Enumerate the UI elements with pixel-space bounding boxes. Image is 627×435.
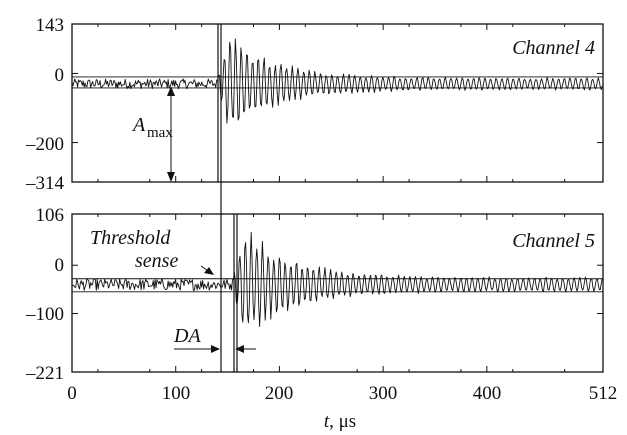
x-axis: 0 100 200 300 400 512 t, μs bbox=[67, 383, 617, 432]
amax-arrow-head-top bbox=[167, 86, 175, 96]
amax-label-main: A bbox=[131, 114, 146, 136]
channel-5-label-name: Channel 5 bbox=[512, 230, 595, 252]
da-annotation: DA bbox=[173, 325, 256, 353]
panel-channel-5: 106 0 –100 –221 Channel 5 Threshold sens… bbox=[25, 205, 604, 384]
channel-4-y-tick-0: 0 bbox=[55, 65, 65, 86]
panel-channel-4-frame bbox=[71, 23, 604, 183]
amax-arrow-head-bottom bbox=[167, 172, 175, 182]
channel-4-y-tick-143: 143 bbox=[36, 15, 65, 36]
amax-label-subscript: max bbox=[147, 125, 173, 141]
amax-annotation: A max bbox=[131, 86, 175, 182]
channel-4-y-tick-minus-314: –314 bbox=[25, 173, 65, 194]
channel-4-label-name: Channel 4 bbox=[512, 37, 595, 59]
da-arrow-left-head bbox=[211, 345, 220, 353]
x-tick-100: 100 bbox=[162, 383, 191, 404]
x-tick-400: 400 bbox=[473, 383, 502, 404]
x-tick-200: 200 bbox=[265, 383, 294, 404]
panel-channel-5-ticks bbox=[71, 213, 604, 373]
x-axis-label-var: t bbox=[324, 411, 330, 432]
threshold-sense-label: sense bbox=[135, 250, 178, 272]
x-tick-0: 0 bbox=[67, 383, 77, 404]
threshold-annotation: Threshold sense bbox=[90, 227, 214, 275]
channel-5-y-tick-0: 0 bbox=[55, 255, 65, 276]
x-tick-512: 512 bbox=[589, 383, 618, 404]
channel-5-label: Channel 5 bbox=[512, 230, 595, 252]
channel-4-y-tick-minus-200: –200 bbox=[25, 134, 64, 155]
channel-5-y-tick-minus-100: –100 bbox=[25, 304, 64, 325]
amax-label: A bbox=[131, 114, 146, 136]
da-arrow-right-head bbox=[235, 345, 244, 353]
panel-channel-4-ticks bbox=[71, 23, 604, 183]
panel-channel-4: 143 0 –200 –314 Channel 4 A max bbox=[25, 15, 604, 194]
x-tick-300: 300 bbox=[369, 383, 398, 404]
threshold-label: Threshold bbox=[90, 227, 171, 249]
panel-channel-5-frame bbox=[71, 213, 604, 373]
channel-5-signal-trace bbox=[71, 231, 603, 327]
threshold-arrow-head bbox=[204, 267, 214, 275]
channel-4-label: Channel 4 bbox=[512, 37, 595, 59]
x-axis-label-unit: , μs bbox=[329, 411, 356, 432]
channel-5-y-tick-106: 106 bbox=[36, 205, 65, 226]
da-label: DA bbox=[173, 325, 201, 347]
x-axis-label: t, μs bbox=[324, 411, 356, 432]
channel-5-y-tick-minus-221: –221 bbox=[25, 363, 64, 384]
